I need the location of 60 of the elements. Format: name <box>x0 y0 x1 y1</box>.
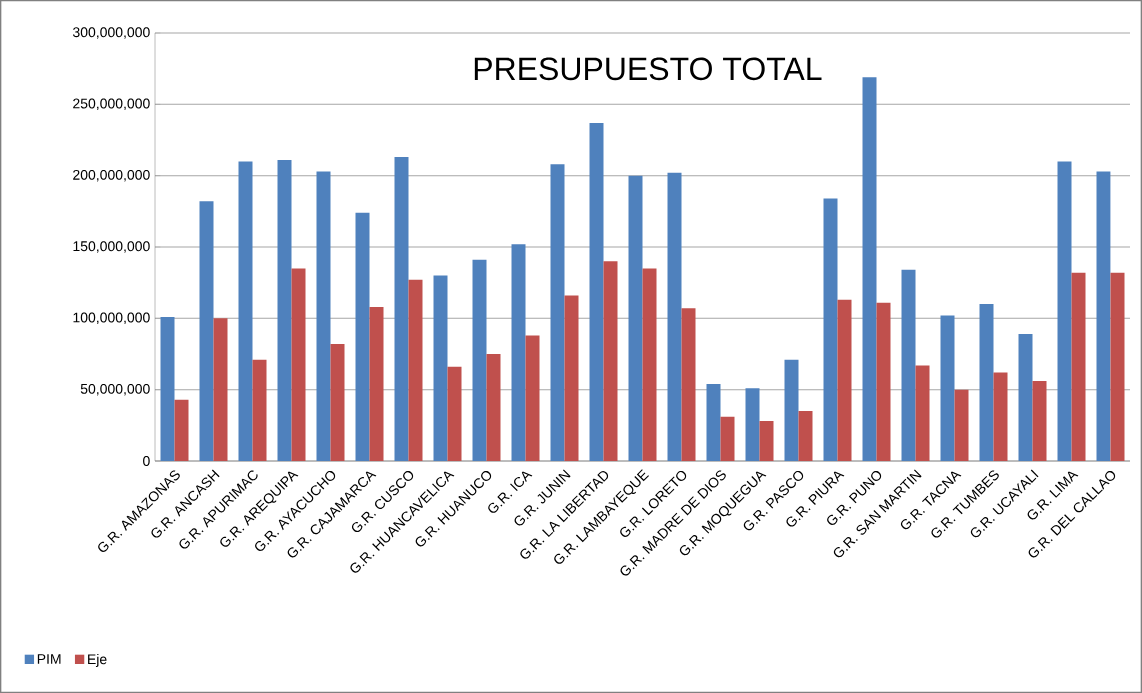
bar <box>277 159 292 461</box>
y-tick-label: 100,000,000 <box>73 312 150 325</box>
bar <box>681 308 696 461</box>
bar <box>316 171 331 461</box>
bar <box>525 335 540 461</box>
legend-label: Eje <box>88 653 107 667</box>
bar <box>720 416 735 461</box>
y-tick-label: 200,000,000 <box>73 169 150 182</box>
bar <box>589 122 604 461</box>
bar <box>745 388 760 461</box>
bar <box>784 359 799 461</box>
bar <box>979 304 994 461</box>
bar <box>993 372 1008 461</box>
bar <box>472 259 487 461</box>
bar <box>447 366 462 461</box>
bar <box>433 275 448 461</box>
y-tick-label: 150,000,000 <box>73 241 150 253</box>
bar <box>940 315 955 461</box>
bar <box>1032 381 1047 461</box>
bar <box>1071 272 1086 461</box>
bar <box>238 161 253 461</box>
bar <box>759 421 774 461</box>
bar <box>876 302 891 461</box>
text: PRESUPUESTO TOTAL <box>474 57 822 81</box>
y-tick-label: 300,000,000 <box>72 27 150 39</box>
y-tick-label: 0 <box>143 456 150 466</box>
bar <box>550 164 565 461</box>
bar <box>199 201 214 461</box>
bar <box>1057 161 1072 461</box>
bar <box>901 269 916 461</box>
bar <box>394 157 409 461</box>
bar <box>291 268 306 461</box>
bar <box>330 344 345 461</box>
bar <box>642 268 657 461</box>
y-tick-label: 250,000,000 <box>73 98 150 111</box>
bar <box>160 316 175 461</box>
bar <box>1110 272 1125 461</box>
bar <box>603 261 618 461</box>
bar <box>706 383 721 461</box>
bar <box>837 299 852 461</box>
bar <box>823 198 838 461</box>
bar <box>408 279 423 461</box>
bar <box>1018 334 1033 461</box>
bar <box>954 389 969 461</box>
bar <box>511 244 526 461</box>
bar <box>213 318 228 461</box>
bar <box>369 306 384 461</box>
bar <box>667 172 682 461</box>
bar <box>1096 171 1111 461</box>
bar <box>355 212 370 461</box>
bar <box>628 175 643 461</box>
bar <box>486 354 501 461</box>
bar <box>862 77 877 461</box>
bar <box>174 399 189 461</box>
bar <box>252 359 267 461</box>
bar <box>564 295 579 461</box>
y-tick-label: 50,000,000 <box>80 383 150 396</box>
legend-label: PIM <box>37 654 61 664</box>
bar <box>798 411 813 461</box>
bar <box>915 365 930 461</box>
